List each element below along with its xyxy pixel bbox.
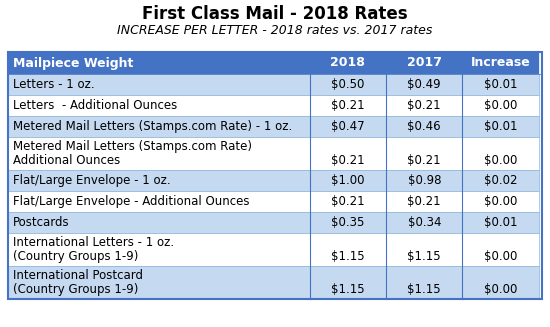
Text: International Postcard: International Postcard (13, 269, 143, 282)
Bar (310, 212, 386, 233)
Text: $0.46: $0.46 (408, 120, 441, 133)
Text: (Country Groups 1-9): (Country Groups 1-9) (13, 250, 139, 263)
Text: $0.21: $0.21 (331, 195, 365, 208)
Text: $0.49: $0.49 (408, 78, 441, 91)
Bar (8, 233, 310, 266)
Bar (463, 191, 539, 212)
Bar (8, 95, 310, 116)
Text: $0.00: $0.00 (484, 250, 518, 263)
Bar (310, 52, 386, 74)
Bar (386, 137, 463, 170)
Text: $0.35: $0.35 (331, 216, 365, 229)
Text: $1.15: $1.15 (331, 283, 365, 296)
Text: Mailpiece Weight: Mailpiece Weight (13, 57, 133, 70)
Text: $0.01: $0.01 (484, 216, 518, 229)
Bar (310, 191, 386, 212)
Text: Metered Mail Letters (Stamps.com Rate) - 1 oz.: Metered Mail Letters (Stamps.com Rate) -… (13, 120, 292, 133)
Bar (386, 170, 463, 191)
Bar (8, 116, 310, 137)
Bar (386, 74, 463, 95)
Bar (8, 52, 542, 299)
Bar (8, 170, 310, 191)
Text: First Class Mail - 2018 Rates: First Class Mail - 2018 Rates (142, 5, 408, 23)
Bar (463, 137, 539, 170)
Text: $1.00: $1.00 (331, 174, 365, 187)
Bar (386, 266, 463, 299)
Bar (386, 116, 463, 137)
Bar (386, 191, 463, 212)
Text: Letters - 1 oz.: Letters - 1 oz. (13, 78, 95, 91)
Bar (8, 74, 310, 95)
Bar (386, 212, 463, 233)
Bar (386, 233, 463, 266)
Text: $1.15: $1.15 (408, 283, 441, 296)
Bar (310, 95, 386, 116)
Bar (8, 212, 310, 233)
Bar (8, 191, 310, 212)
Text: (Country Groups 1-9): (Country Groups 1-9) (13, 283, 139, 296)
Text: $1.15: $1.15 (331, 250, 365, 263)
Text: $0.02: $0.02 (484, 174, 518, 187)
Bar (463, 266, 539, 299)
Bar (463, 74, 539, 95)
Text: International Letters - 1 oz.: International Letters - 1 oz. (13, 236, 174, 249)
Bar (463, 52, 539, 74)
Text: $0.34: $0.34 (408, 216, 441, 229)
Text: $0.01: $0.01 (484, 78, 518, 91)
Bar (310, 266, 386, 299)
Text: Additional Ounces: Additional Ounces (13, 154, 120, 167)
Text: Increase: Increase (471, 57, 531, 70)
Text: 2018: 2018 (331, 57, 365, 70)
Text: $0.21: $0.21 (331, 99, 365, 112)
Bar (463, 116, 539, 137)
Bar (386, 95, 463, 116)
Text: $0.00: $0.00 (484, 195, 518, 208)
Bar (310, 74, 386, 95)
Text: $0.00: $0.00 (484, 154, 518, 167)
Text: $0.01: $0.01 (484, 120, 518, 133)
Bar (463, 233, 539, 266)
Bar (463, 170, 539, 191)
Text: 2017: 2017 (407, 57, 442, 70)
Text: INCREASE PER LETTER - 2018 rates vs. 2017 rates: INCREASE PER LETTER - 2018 rates vs. 201… (117, 24, 433, 37)
Text: Metered Mail Letters (Stamps.com Rate): Metered Mail Letters (Stamps.com Rate) (13, 140, 252, 153)
Text: $0.50: $0.50 (331, 78, 365, 91)
Text: $0.21: $0.21 (408, 195, 441, 208)
Bar (463, 212, 539, 233)
Text: $0.21: $0.21 (408, 154, 441, 167)
Bar (8, 137, 310, 170)
Text: $0.21: $0.21 (408, 99, 441, 112)
Text: $0.21: $0.21 (331, 154, 365, 167)
Text: $1.15: $1.15 (408, 250, 441, 263)
Bar (386, 52, 463, 74)
Bar (8, 52, 310, 74)
Bar (463, 95, 539, 116)
Text: Flat/Large Envelope - Additional Ounces: Flat/Large Envelope - Additional Ounces (13, 195, 250, 208)
Bar (310, 116, 386, 137)
Text: Letters  - Additional Ounces: Letters - Additional Ounces (13, 99, 177, 112)
Bar (310, 170, 386, 191)
Text: Flat/Large Envelope - 1 oz.: Flat/Large Envelope - 1 oz. (13, 174, 170, 187)
Text: $0.00: $0.00 (484, 99, 518, 112)
Text: $0.00: $0.00 (484, 283, 518, 296)
Text: $0.47: $0.47 (331, 120, 365, 133)
Text: Postcards: Postcards (13, 216, 70, 229)
Bar (8, 266, 310, 299)
Text: $0.98: $0.98 (408, 174, 441, 187)
Bar (310, 137, 386, 170)
Bar (310, 233, 386, 266)
